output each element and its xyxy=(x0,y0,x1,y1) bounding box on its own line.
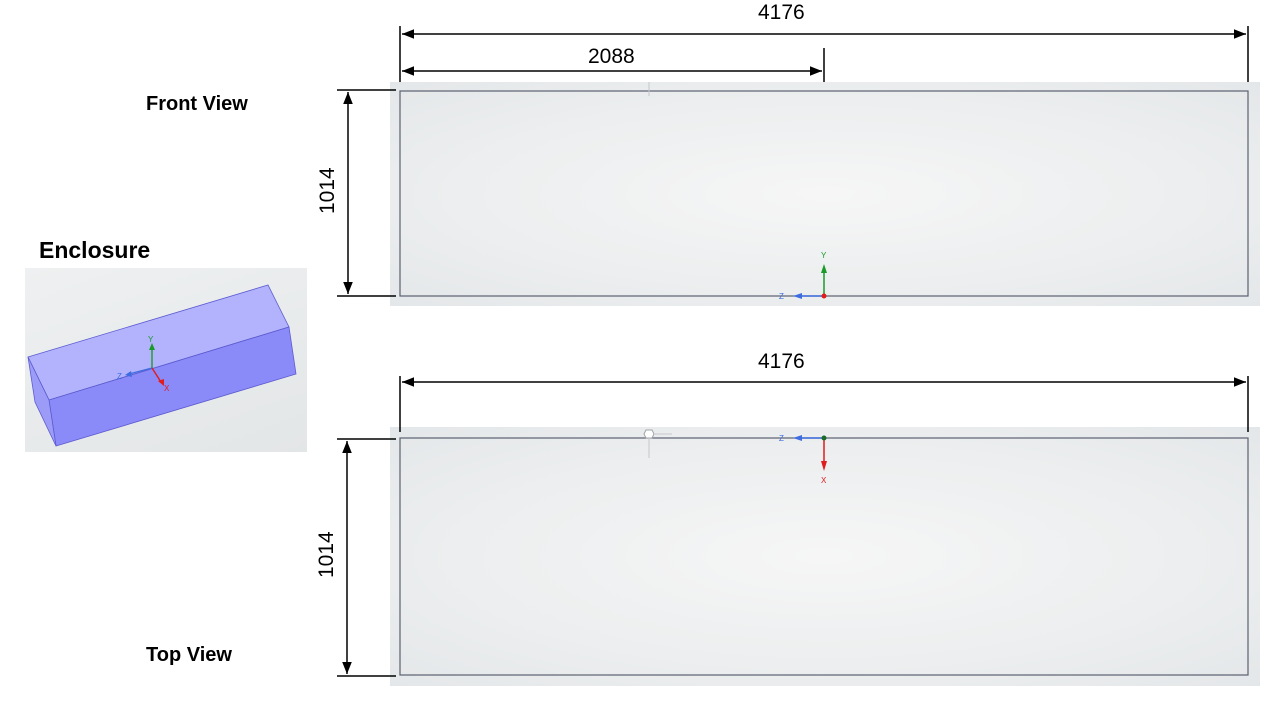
iso-axis-triad: Y Z X xyxy=(117,335,170,393)
hex-marker-icon xyxy=(643,429,672,458)
front-half-dimension xyxy=(402,48,825,82)
iso-axis-x-label: X xyxy=(164,384,170,393)
top-axis-triad: Z X xyxy=(779,434,827,485)
front-axis-y-label: Y xyxy=(821,251,827,260)
top-axis-z-label: Z xyxy=(779,434,784,443)
enclosure-title: Enclosure xyxy=(39,237,151,263)
box-side-face xyxy=(27,356,57,447)
front-height-dimension xyxy=(337,89,396,297)
front-width-dimension xyxy=(399,26,1249,82)
top-width-dimension xyxy=(399,376,1249,432)
top-view-viewport[interactable] xyxy=(390,427,1260,686)
isometric-viewport[interactable]: Y Z X xyxy=(25,268,307,452)
iso-axis-y-label: Y xyxy=(148,335,154,344)
front-axis-z-label: Z xyxy=(779,292,784,301)
isometric-box: Y Z X xyxy=(27,284,297,447)
front-width-value: 4176 xyxy=(758,1,805,24)
front-axis-triad: Y Z xyxy=(779,251,827,301)
top-height-value: 1014 xyxy=(315,531,338,578)
top-view-label: Top View xyxy=(146,644,232,666)
top-width-value: 4176 xyxy=(758,350,805,373)
top-axis-x-label: X xyxy=(821,476,827,485)
iso-axis-z-label: Z xyxy=(117,372,122,381)
front-height-value: 1014 xyxy=(316,167,339,214)
front-view-label: Front View xyxy=(146,93,248,115)
front-half-value: 2088 xyxy=(588,45,635,68)
top-view-outline xyxy=(399,437,1249,676)
top-height-dimension xyxy=(337,438,396,677)
